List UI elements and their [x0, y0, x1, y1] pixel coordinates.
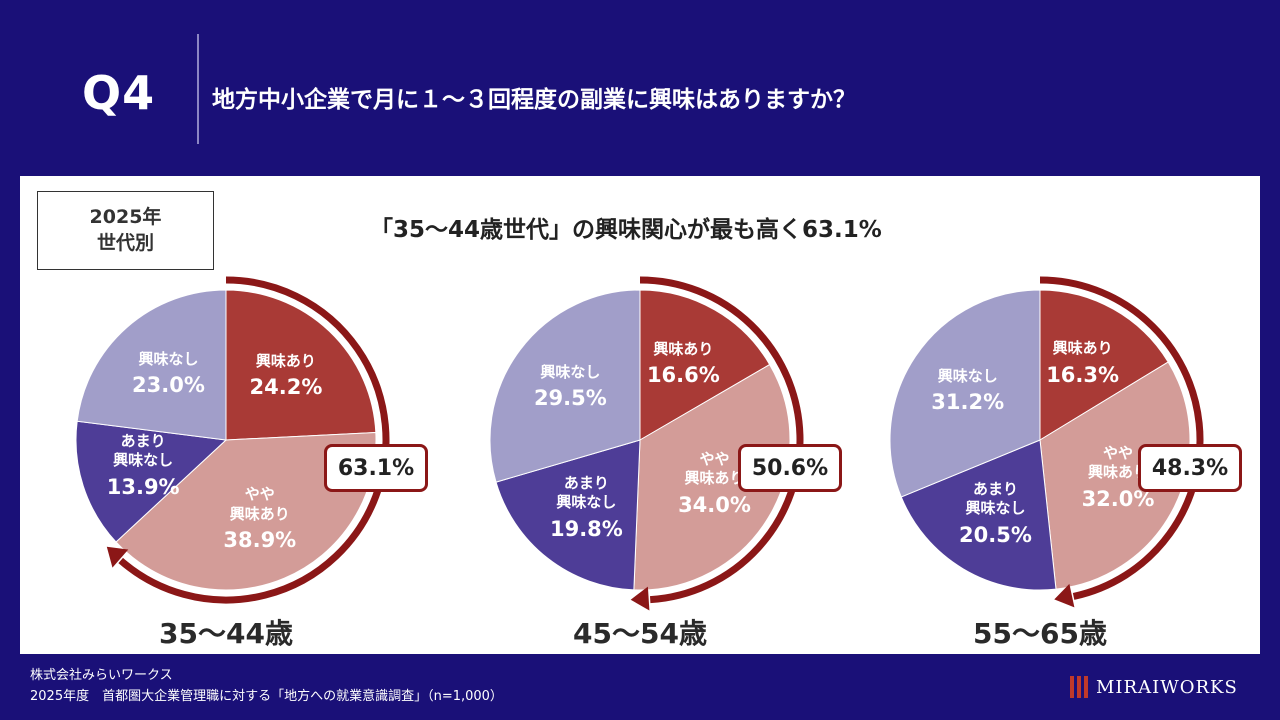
- slice-value: 16.3%: [1046, 362, 1120, 387]
- slice-value: 13.9%: [106, 474, 180, 499]
- category-year: 2025年: [89, 205, 162, 228]
- total-interest-badge: 48.3%: [1138, 444, 1242, 492]
- slice-label-interested: 興味あり 16.6%: [647, 340, 720, 388]
- pie-svg: [75, 276, 390, 604]
- slice-value: 31.2%: [931, 390, 1005, 415]
- slice-name: あまり 興味なし: [556, 473, 617, 512]
- slice-label-not-very-interested: あまり 興味なし 20.5%: [959, 480, 1032, 547]
- slice-value: 34.0%: [678, 492, 751, 517]
- interest-arrow-head: [630, 586, 650, 611]
- footer-source: 2025年度 首都圏大企業管理職に対する「地方への就業意識調査」（n=1,000…: [30, 688, 503, 704]
- pie-slice-not-very-interested: [495, 439, 641, 591]
- slice-label-not-very-interested: あまり 興味なし 19.8%: [550, 474, 623, 541]
- slice-name: 興味なし: [138, 349, 199, 368]
- age-label-35-44: 35～44歳: [159, 617, 293, 650]
- category-box: 2025年 世代別: [37, 191, 214, 270]
- total-interest-badge: 63.1%: [324, 444, 428, 492]
- pie-slice-not-interested: [889, 289, 1041, 498]
- pie-slice-interested: [225, 289, 377, 441]
- slice-name: やや 興味あり: [684, 449, 745, 488]
- age-label-55-65: 55～65歳: [973, 617, 1107, 650]
- slice-label-not-interested: 興味なし 23.0%: [132, 350, 205, 398]
- slice-value: 24.2%: [249, 375, 323, 400]
- interest-arrow-arc: [639, 276, 804, 604]
- slice-value: 16.6%: [646, 363, 720, 388]
- pie-slice-interested: [639, 289, 771, 441]
- slice-name: やや 興味あり: [229, 485, 290, 523]
- slice-label-interested: 興味あり 16.3%: [1046, 339, 1119, 387]
- pie-slice-somewhat-interested: [1039, 361, 1191, 590]
- pie-chart-35-44: 興味あり 24.2% やや 興味あり 38.9% あまり 興味なし 13.9% 興味なし 23.0…: [46, 276, 428, 610]
- slice-value: 20.5%: [959, 522, 1032, 547]
- pie-svg: [889, 276, 1204, 608]
- slice-value: 29.5%: [533, 386, 607, 411]
- pie-slice-not-interested: [76, 289, 227, 441]
- footer: 株式会社みらいワークス 2025年度 首都圏大企業管理職に対する「地方への就業意…: [30, 666, 503, 708]
- slice-name: あまり 興味なし: [965, 479, 1026, 518]
- slice-name: 興味あり: [653, 339, 714, 358]
- slice-value: 19.8%: [549, 516, 623, 541]
- slice-value: 23.0%: [132, 373, 205, 398]
- slice-name: あまり 興味なし: [113, 431, 174, 470]
- pie-svg: [489, 276, 804, 611]
- pie-slice-not-interested: [489, 289, 641, 483]
- pie-slice-somewhat-interested: [633, 363, 791, 591]
- category-group: 世代別: [96, 231, 154, 254]
- pie-chart-45-54: 興味あり 16.6% やや 興味あり 34.0% あまり 興味なし 19.8% 興味なし 29.5…: [460, 276, 842, 611]
- header-divider: [197, 34, 199, 144]
- footer-company: 株式会社みらいワークス: [30, 668, 173, 683]
- pie-slice-not-very-interested: [900, 439, 1057, 591]
- interest-arrow-arc: [118, 276, 390, 604]
- headline: 「35～44歳世代」の興味関心が最も高く63.1%: [370, 217, 882, 243]
- slice-label-not-interested: 興味なし 31.2%: [931, 367, 1004, 415]
- pie-chart-55-65: 興味あり 16.3% やや 興味あり 32.0% あまり 興味なし 20.5% 興味なし 31.2…: [860, 276, 1242, 610]
- interest-arrow-head: [1054, 583, 1075, 608]
- slice-label-not-interested: 興味なし 29.5%: [534, 363, 607, 411]
- slice-name: やや 興味あり: [1087, 443, 1149, 482]
- slice-label-somewhat-interested: やや 興味あり 38.9%: [223, 485, 296, 552]
- age-label-45-54: 45～54歳: [573, 617, 707, 650]
- pie-slice-interested: [1039, 289, 1169, 441]
- slice-label-interested: 興味あり 24.2%: [250, 352, 323, 400]
- slice-label-not-very-interested: あまり 興味なし 13.9%: [107, 432, 180, 499]
- slice-label-somewhat-interested: やや 興味あり 32.0%: [1082, 444, 1155, 511]
- slice-label-somewhat-interested: やや 興味あり 34.0%: [678, 450, 751, 517]
- slice-value: 38.9%: [223, 528, 297, 553]
- logo-text: MIRAIWORKS: [1096, 676, 1238, 698]
- total-interest-badge: 50.6%: [738, 444, 842, 492]
- interest-arrow-head: [106, 546, 129, 568]
- pie-slice-not-very-interested: [75, 420, 228, 543]
- slice-name: 興味なし: [937, 366, 998, 385]
- slice-name: 興味あり: [1052, 339, 1113, 358]
- interest-arrow-arc: [1039, 276, 1204, 600]
- question-text: 地方中小企業で月に１～３回程度の副業に興味はありますか？: [212, 87, 856, 113]
- question-number: Q4: [82, 66, 156, 120]
- company-logo: MIRAIWORKS: [1070, 676, 1238, 698]
- slice-name: 興味あり: [255, 351, 316, 370]
- logo-mark-icon: [1070, 676, 1088, 698]
- slice-name: 興味なし: [540, 362, 601, 381]
